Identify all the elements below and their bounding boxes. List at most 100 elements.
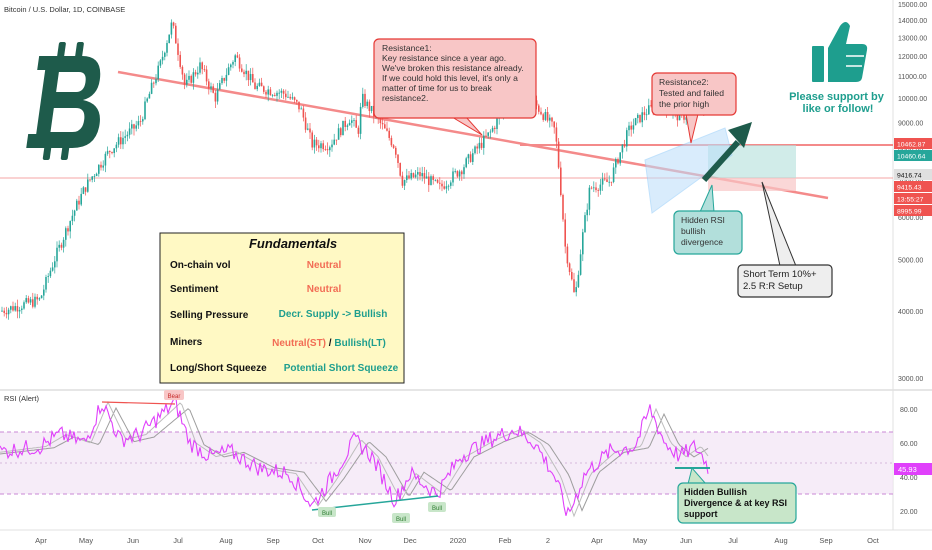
candle-body (122, 137, 124, 145)
rsi-bear-divergence-line[interactable] (101, 401, 176, 405)
rising-channel[interactable] (644, 127, 733, 214)
candle-body (227, 67, 230, 75)
rsi-slow-ma-line (0, 406, 709, 512)
candle-body (461, 171, 463, 175)
candle-body (414, 174, 417, 178)
bull-tag-3-text: Bull (432, 506, 442, 512)
candle-body (265, 91, 267, 95)
price-tag-bg (894, 205, 932, 216)
short-term-callout[interactable]: Short Term 10%+ 2.5 R:R Setup (737, 181, 833, 298)
candle-body (267, 89, 269, 95)
resistance1-callout[interactable]: Resistance1: Key resistance since a year… (373, 38, 537, 136)
candle-body (179, 54, 181, 67)
candle-body (230, 64, 232, 68)
price-tick-label: 15000.00 (898, 2, 927, 9)
candle-body (150, 82, 153, 94)
candle-body (205, 69, 208, 82)
candle-body (225, 74, 228, 81)
hidden-rsi-callout[interactable]: Hidden RSI bullish divergence (673, 184, 743, 255)
rsi-support-callout[interactable]: Hidden Bullish Divergence & at key RSI s… (677, 466, 797, 524)
time-tick-label: Sep (819, 536, 832, 545)
candle-body (551, 117, 553, 122)
candle-body (199, 62, 201, 73)
thumbs-up-icon (812, 22, 868, 82)
candle-body (621, 144, 624, 153)
candle-body (276, 92, 278, 96)
symbol-title[interactable]: Bitcoin / U.S. Dollar, 1D, COINBASE (4, 5, 125, 14)
candle-body (287, 96, 289, 98)
candle-body (181, 66, 184, 75)
bull-tag-1[interactable]: Bull (318, 507, 336, 517)
candle-body (487, 132, 489, 136)
candle-body (263, 86, 265, 92)
candle-body (335, 139, 338, 141)
candle-body (254, 82, 256, 90)
bull-tag-2[interactable]: Bull (392, 513, 410, 523)
candle-body (540, 111, 542, 115)
candle-body (432, 176, 434, 180)
candle-body (384, 124, 386, 129)
rsi-axis[interactable]: 80.00 60.00 40.00 20.00 (900, 407, 918, 516)
candle-body (333, 139, 335, 145)
candle-body (25, 298, 27, 303)
resistance2-text: Resistance2: Tested and failed the prior… (659, 77, 726, 109)
candle-body (439, 182, 441, 184)
candle-body (98, 164, 100, 174)
candle-body (566, 246, 569, 264)
candle-body (38, 298, 41, 300)
candle-body (494, 127, 496, 129)
candle-body (203, 69, 206, 71)
candle-body (40, 295, 43, 299)
candle-body (608, 181, 610, 183)
candle-body (249, 74, 252, 81)
candle-body (443, 186, 445, 189)
bull-tag-3[interactable]: Bull (428, 502, 446, 512)
candle-body (601, 178, 604, 185)
candle-body (102, 165, 104, 168)
candle-body (148, 93, 151, 99)
bitcoin-logo (26, 42, 101, 160)
candle-body (560, 167, 562, 195)
price-tag-label: 8995.99 (897, 209, 922, 216)
candle-body (216, 89, 219, 102)
candle-body (324, 149, 327, 150)
candle-body (67, 228, 69, 232)
price-tag-label: 13:55:27 (897, 197, 924, 204)
candle-body (584, 215, 586, 233)
candle-body (241, 68, 243, 72)
candle-body (388, 130, 390, 138)
long-stop-zone[interactable] (708, 178, 796, 191)
time-axis[interactable]: Apr May Jun Jul Aug Sep Oct Nov Dec 2020 Feb 2 Apr Ma… (35, 536, 880, 545)
candle-body (32, 299, 34, 307)
candle-body (628, 125, 630, 131)
time-tick-label: Jun (680, 536, 692, 545)
candle-body (194, 72, 197, 75)
candle-body (80, 193, 82, 205)
candle-body (586, 209, 588, 216)
bear-tag[interactable]: Bear (164, 390, 184, 400)
resistance2-callout[interactable]: Resistance2: Tested and failed the prior… (651, 72, 737, 144)
candle-body (329, 147, 331, 151)
candle-body (599, 184, 602, 191)
candle-body (285, 93, 287, 98)
candle-body (5, 312, 8, 315)
candle-body (188, 75, 190, 80)
candle-body (153, 82, 155, 84)
time-tick-label: Aug (219, 536, 232, 545)
candle-body (650, 105, 652, 107)
candle-body (366, 101, 368, 106)
pane-separator[interactable] (0, 389, 932, 391)
fund-row-4-value: Neutral(ST) / Bullish(LT) (272, 338, 386, 349)
candle-body (175, 25, 177, 44)
candle-body (300, 108, 302, 110)
bullish-arrow[interactable] (701, 122, 752, 183)
candle-body (685, 117, 687, 120)
fund-row-4-label: Miners (170, 337, 203, 348)
rsi-title[interactable]: RSI (Alert) (4, 394, 40, 403)
price-tick-label: 6000.00 (898, 215, 923, 222)
candle-body (120, 137, 122, 145)
candle-body (84, 187, 87, 192)
candle-body (87, 179, 89, 192)
